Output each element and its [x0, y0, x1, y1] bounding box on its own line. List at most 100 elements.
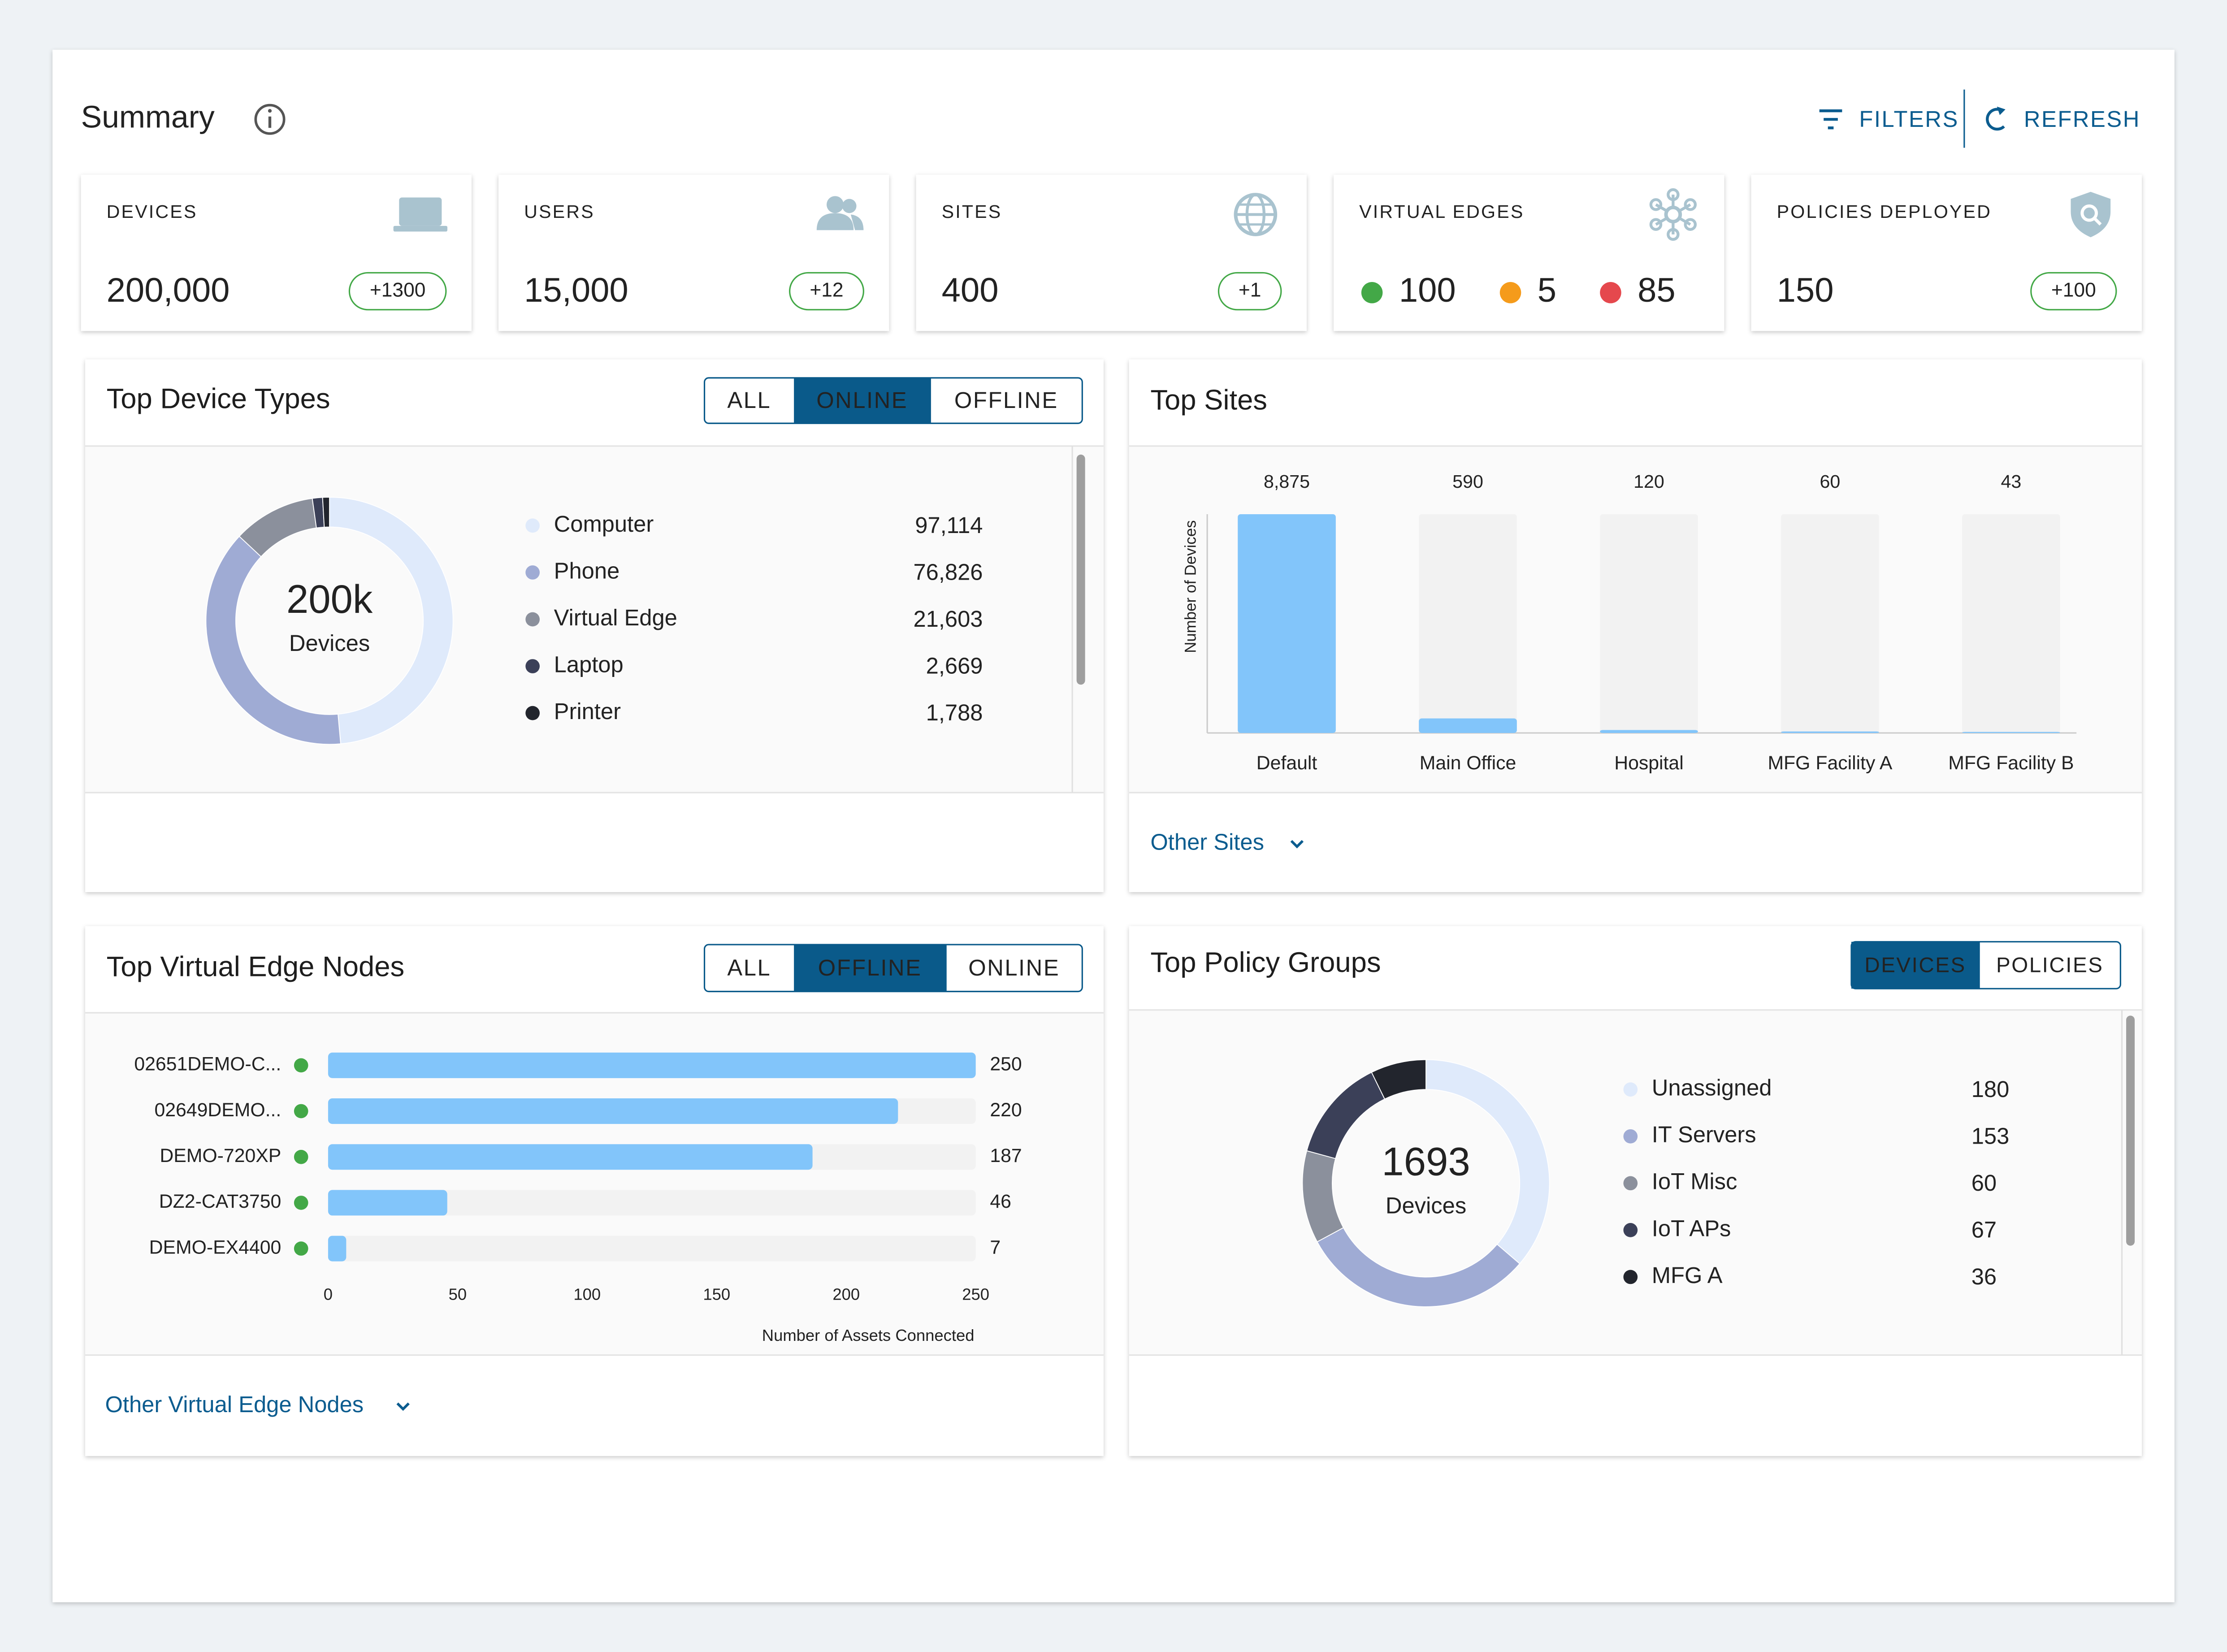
- network-icon: [1684, 198, 1697, 211]
- legend-label: Laptop: [554, 651, 624, 677]
- donut-segment: [205, 536, 342, 745]
- scroll-thumb[interactable]: [2126, 1015, 2135, 1246]
- users-icon: [850, 214, 864, 230]
- donut-segment: [1425, 1059, 1550, 1265]
- value-label: 120: [1633, 471, 1664, 492]
- other-sites-link[interactable]: Other Sites: [1150, 829, 1264, 854]
- legend-value: 2,669: [926, 653, 983, 679]
- bar[interactable]: [1238, 514, 1336, 733]
- tab-label[interactable]: ONLINE: [968, 955, 1060, 980]
- value-label: 46: [990, 1191, 1011, 1212]
- legend-label: IT Servers: [1652, 1122, 1756, 1147]
- node-label: 02651DEMO-C...: [134, 1054, 281, 1075]
- value-label: 590: [1452, 471, 1483, 492]
- donut-segment: [329, 497, 454, 745]
- x-axis-label: Number of Assets Connected: [762, 1326, 975, 1344]
- legend-label: IoT APs: [1652, 1215, 1731, 1241]
- status-value: 100: [1399, 271, 1456, 309]
- delta-value: +1300: [370, 279, 426, 301]
- legend-value: 76,826: [913, 559, 983, 585]
- legend-dot: [1623, 1223, 1638, 1237]
- tab-label[interactable]: ALL: [727, 955, 771, 980]
- panel-title: Top Policy Groups: [1150, 947, 1381, 978]
- card-label: USERS: [524, 201, 595, 222]
- bar[interactable]: [1419, 718, 1517, 733]
- stat-card: DEVICES 200,000 +1300: [81, 174, 472, 331]
- scroll-thumb[interactable]: [1076, 454, 1085, 685]
- y-axis-label: Number of Devices: [1182, 520, 1199, 653]
- tab-label[interactable]: ALL: [727, 387, 771, 413]
- legend-dot: [525, 565, 540, 580]
- tab-label[interactable]: ONLINE: [816, 387, 908, 413]
- shield-icon: [2093, 217, 2102, 226]
- bar[interactable]: [328, 1052, 976, 1078]
- tab-active[interactable]: [794, 945, 946, 992]
- bar-track: [1781, 514, 1879, 733]
- node-label: DEMO-720XP: [160, 1145, 281, 1166]
- value-label: 250: [990, 1054, 1022, 1075]
- tab-active[interactable]: [1851, 941, 1980, 989]
- laptop-icon: [399, 197, 442, 226]
- x-tick-label: 150: [703, 1285, 730, 1303]
- legend-value: 36: [1971, 1264, 1997, 1289]
- legend-dot: [525, 659, 540, 673]
- filters-button[interactable]: FILTERS: [1819, 106, 1959, 132]
- x-tick-label: 100: [573, 1285, 601, 1303]
- panel-body: [85, 446, 1104, 793]
- tab-active[interactable]: [794, 377, 931, 424]
- legend-label: Printer: [554, 698, 621, 724]
- tab-label[interactable]: DEVICES: [1864, 954, 1966, 977]
- legend-label: Unassigned: [1652, 1075, 1772, 1101]
- network-icon: [1678, 217, 1691, 226]
- bar-track: [1419, 514, 1517, 733]
- refresh-button[interactable]: REFRESH: [1986, 106, 2140, 132]
- legend-dot: [1623, 1129, 1638, 1144]
- x-tick-label: 200: [832, 1285, 860, 1303]
- node-label: DEMO-EX4400: [149, 1236, 282, 1258]
- bar-track: [1962, 514, 2060, 733]
- panel-title: Top Device Types: [107, 383, 330, 414]
- bar[interactable]: [1600, 730, 1698, 733]
- legend-dot: [1623, 1270, 1638, 1284]
- legend-label: IoT Misc: [1652, 1169, 1737, 1194]
- category-label: MFG Facility B: [1948, 752, 2074, 774]
- status-value: 85: [1638, 271, 1676, 309]
- legend-value: 60: [1971, 1170, 1997, 1196]
- bar[interactable]: [328, 1144, 813, 1170]
- network-icon: [1678, 203, 1691, 212]
- bar[interactable]: [1781, 731, 1879, 733]
- donut-segment: [1317, 1227, 1521, 1307]
- tab-label[interactable]: POLICIES: [1996, 954, 2103, 977]
- tab-label[interactable]: OFFLINE: [954, 387, 1058, 413]
- value-label: 43: [2001, 471, 2022, 492]
- value-label: 7: [990, 1236, 1001, 1258]
- legend-value: 153: [1971, 1123, 2010, 1149]
- x-tick-label: 250: [962, 1285, 989, 1303]
- bar[interactable]: [328, 1098, 898, 1124]
- status-value: 5: [1538, 271, 1556, 309]
- legend-label: Phone: [554, 558, 620, 583]
- bar-track: [328, 1190, 976, 1216]
- info-icon[interactable]: [254, 104, 286, 135]
- refresh-label[interactable]: REFRESH: [2024, 106, 2140, 132]
- bar[interactable]: [1962, 732, 2060, 733]
- legend-label: Computer: [554, 511, 654, 537]
- tab-label[interactable]: OFFLINE: [818, 955, 922, 980]
- x-tick-label: 0: [324, 1285, 333, 1303]
- network-icon: [1667, 228, 1680, 241]
- status-dot: [1361, 282, 1383, 304]
- card-value: 150: [1777, 271, 1834, 309]
- donut-total: 200k: [286, 577, 373, 621]
- card-label: POLICIES DEPLOYED: [1777, 201, 1992, 222]
- other-nodes-link[interactable]: Other Virtual Edge Nodes: [105, 1392, 364, 1417]
- legend-dot: [1623, 1082, 1638, 1097]
- stat-card: POLICIES DEPLOYED 150 +100: [1751, 174, 2142, 331]
- status-dot: [1600, 282, 1621, 304]
- content: Top Device Types Top Sites Top Virtual E…: [105, 377, 2135, 1417]
- donut-total-label: Devices: [289, 630, 370, 656]
- filters-label[interactable]: FILTERS: [1859, 106, 1958, 132]
- bar[interactable]: [328, 1190, 447, 1216]
- bar[interactable]: [328, 1236, 347, 1262]
- network-icon: [1649, 218, 1663, 231]
- card-label: DEVICES: [107, 201, 198, 222]
